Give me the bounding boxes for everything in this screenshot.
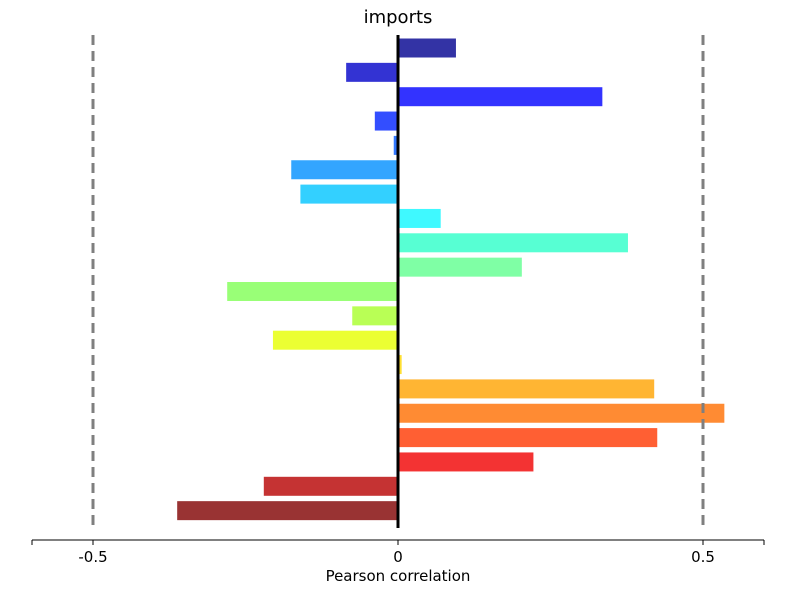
x-axis-ticks: -0.5 0 0.5 (31, 540, 765, 566)
bar-2 (346, 62, 398, 82)
bar-3 (398, 87, 603, 107)
bar-10 (398, 257, 522, 277)
chart-title: imports (364, 7, 433, 28)
bar-6 (291, 160, 398, 180)
bar-14 (398, 355, 402, 375)
bar-5 (393, 135, 398, 155)
bar-11 (227, 282, 398, 301)
bar-1 (398, 38, 456, 58)
bar-19 (263, 476, 398, 496)
x-tick-label-1: -0.5 (78, 548, 107, 566)
reference-lines (91, 35, 705, 528)
bar-9 (398, 233, 628, 253)
bar-15 (398, 379, 655, 399)
x-tick-label-2: 0 (393, 548, 403, 566)
bar-8 (398, 208, 441, 228)
bar-7 (300, 184, 398, 204)
bar-12 (352, 306, 398, 326)
bar-17 (398, 428, 658, 448)
bar-16 (398, 403, 725, 423)
bar-20 (177, 501, 398, 521)
x-tick-label-3: 0.5 (691, 548, 715, 566)
bar-18 (398, 452, 534, 472)
bars-group (177, 38, 725, 521)
bar-13 (272, 330, 398, 350)
bar-4 (374, 111, 398, 131)
x-axis-label: Pearson correlation (326, 567, 471, 585)
